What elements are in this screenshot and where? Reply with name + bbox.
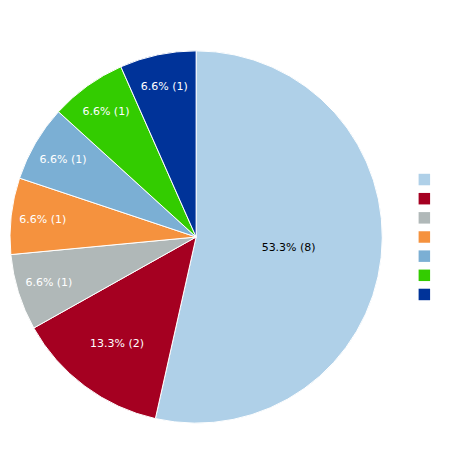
svg-text:6.6% (1): 6.6% (1) [25,276,72,289]
svg-text:6.6% (1): 6.6% (1) [82,105,129,118]
svg-text:6.6% (1): 6.6% (1) [141,80,188,93]
svg-text:6.6% (1): 6.6% (1) [40,153,87,166]
svg-text:13.3% (2): 13.3% (2) [90,337,144,350]
svg-text:53.3% (8): 53.3% (8) [262,241,316,254]
svg-text:6.6% (1): 6.6% (1) [19,213,66,226]
